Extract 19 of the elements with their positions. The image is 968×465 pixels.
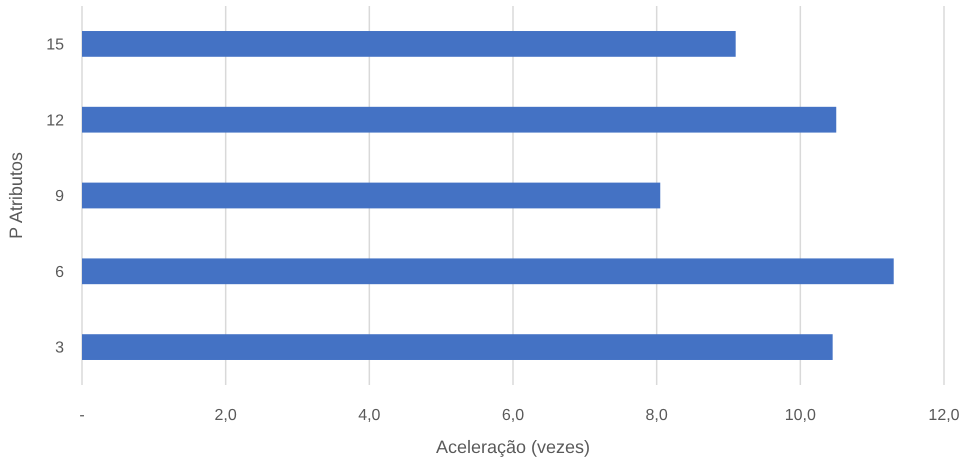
x-tick-label: 2,0 — [214, 407, 237, 424]
x-tick-label: 6,0 — [502, 407, 524, 424]
x-tick-label: 10,0 — [784, 407, 816, 424]
bar — [82, 106, 836, 133]
y-tick-label: 15 — [46, 36, 64, 54]
y-tick-label: 12 — [46, 112, 64, 130]
x-tick-label: 12,0 — [928, 407, 960, 424]
x-tick-label: - — [79, 407, 85, 424]
y-tick-label: 9 — [55, 188, 64, 206]
bar — [82, 31, 736, 57]
x-tick-label: 4,0 — [358, 407, 381, 424]
y-tick-label: 3 — [55, 340, 64, 357]
bar — [82, 182, 660, 208]
y-tick-label: 6 — [55, 264, 64, 281]
bar — [82, 334, 833, 360]
x-tick-label: 8,0 — [646, 407, 668, 424]
y-axis-title: P Atributos — [6, 152, 26, 239]
bar — [82, 258, 894, 284]
x-axis-title: Aceleração (vezes) — [436, 437, 590, 457]
